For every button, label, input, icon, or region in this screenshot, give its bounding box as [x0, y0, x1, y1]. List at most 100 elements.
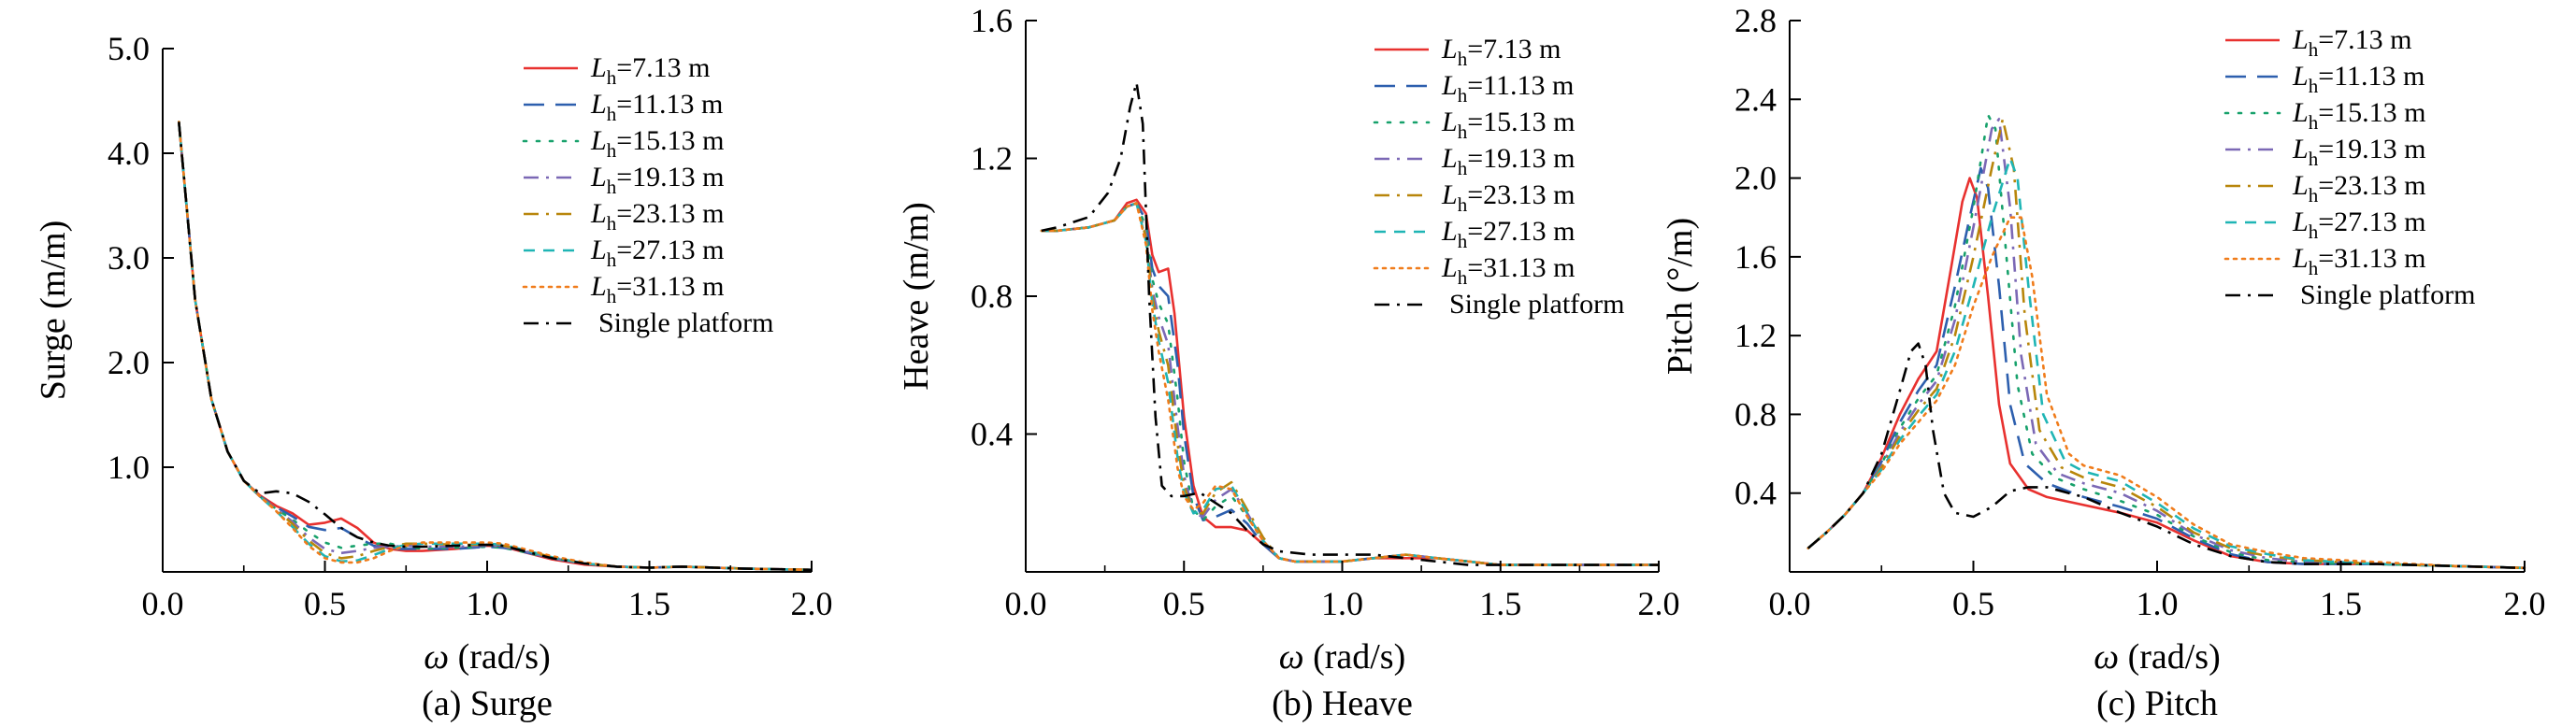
x-axis-symbol: ω [424, 637, 449, 677]
series-line-7 [1806, 216, 2526, 570]
legend-value: =23.13 m [616, 198, 724, 229]
x-axis-unit: (rad/s) [1304, 637, 1406, 677]
legend-label: Lh=11.13 m [1441, 70, 1574, 107]
legend-value: =19.13 m [616, 162, 724, 192]
legend-value: =15.13 m [2318, 97, 2425, 128]
x-tick-label: 0.5 [1952, 585, 1994, 622]
legend-symbol: L [590, 89, 607, 120]
legend-symbol: L [1441, 107, 1458, 137]
legend-subscript: h [607, 139, 617, 162]
legend-subscript: h [1458, 157, 1468, 179]
y-tick-label: 4.0 [108, 135, 150, 172]
legend-value: Single platform [2300, 279, 2475, 310]
legend-value: Single platform [1449, 289, 1624, 320]
legend-value: =31.13 m [1467, 252, 1575, 283]
y-axis-title: Heave (m/m) [897, 202, 936, 391]
legend-subscript: h [607, 66, 617, 89]
legend-symbol: L [1441, 252, 1458, 283]
x-tick-label: 1.0 [2137, 585, 2179, 622]
panel-caption: (b) Heave [1272, 684, 1413, 723]
legend-label: Single platform [598, 307, 773, 338]
legend-subscript: h [2309, 75, 2319, 97]
legend-value: =23.13 m [1467, 179, 1575, 210]
series-line-7 [1040, 202, 1661, 566]
legend-label: Lh=7.13 m [2292, 24, 2411, 61]
y-tick-label: 2.8 [1734, 2, 1777, 39]
y-tick-label: 1.2 [1734, 317, 1777, 354]
legend-value: =15.13 m [616, 125, 724, 156]
legend-value: =15.13 m [1467, 107, 1575, 137]
legend-symbol: L [590, 52, 607, 83]
legend-value: =31.13 m [2318, 243, 2425, 274]
legend-value: =27.13 m [2318, 207, 2425, 237]
series-line-6 [1806, 157, 2526, 570]
legend-label: Lh=11.13 m [2292, 61, 2425, 97]
panel-caption: (c) Pitch [2096, 684, 2218, 723]
legend-subscript: h [607, 249, 617, 271]
legend-label: Lh=31.13 m [2292, 243, 2425, 279]
legend-subscript: h [2309, 148, 2319, 170]
legend-label: Lh=27.13 m [590, 235, 724, 271]
legend: Lh=7.13 mLh=11.13 mLh=15.13 mLh=19.13 mL… [2223, 24, 2475, 310]
legend-label: Lh=19.13 m [590, 162, 724, 198]
legend-symbol: L [1441, 179, 1458, 210]
legend-symbol: L [2292, 243, 2309, 274]
x-tick-label: 1.0 [1321, 585, 1363, 622]
legend: Lh=7.13 mLh=11.13 mLh=15.13 mLh=19.13 mL… [522, 52, 773, 338]
legend: Lh=7.13 mLh=11.13 mLh=15.13 mLh=19.13 mL… [1373, 34, 1624, 320]
x-axis-unit: (rad/s) [449, 637, 551, 677]
x-tick-label: 0.0 [1769, 585, 1811, 622]
legend-subscript: h [607, 103, 617, 125]
y-tick-label: 3.0 [108, 239, 150, 277]
legend-subscript: h [2309, 221, 2319, 243]
legend-label: Lh=27.13 m [2292, 207, 2425, 243]
series-line-8 [1041, 81, 1659, 566]
legend-symbol: L [590, 162, 607, 192]
legend-label: Lh=15.13 m [590, 125, 724, 162]
legend-value: =11.13 m [1467, 70, 1574, 101]
legend-value: =7.13 m [2318, 24, 2411, 55]
x-axis-symbol: ω [2094, 637, 2119, 677]
legend-value: =19.13 m [1467, 143, 1575, 174]
x-tick-label: 1.5 [628, 585, 670, 622]
y-tick-label: 5.0 [108, 30, 150, 67]
series-line-4 [1806, 118, 2526, 570]
legend-symbol: L [1441, 70, 1458, 101]
legend-subscript: h [2309, 184, 2319, 207]
series-line-8 [1806, 342, 2526, 570]
legend-symbol: L [2292, 207, 2309, 237]
legend-value: =27.13 m [616, 235, 724, 265]
legend-symbol: L [2292, 170, 2309, 201]
y-tick-label: 0.8 [971, 278, 1013, 315]
legend-value: =23.13 m [2318, 170, 2425, 201]
legend-symbol: L [2292, 24, 2309, 55]
y-tick-label: 0.4 [1734, 475, 1777, 512]
y-tick-label: 1.2 [971, 140, 1013, 178]
legend-subscript: h [1458, 230, 1468, 252]
x-tick-label: 0.5 [1163, 585, 1205, 622]
y-axis-title: Surge (m/m) [34, 221, 73, 400]
legend-value: =7.13 m [1467, 34, 1561, 64]
series-line-3 [1806, 113, 2526, 570]
x-tick-label: 0.5 [304, 585, 346, 622]
y-tick-label: 1.6 [1734, 238, 1777, 276]
legend-value: =31.13 m [616, 271, 724, 302]
legend-label: Lh=27.13 m [1441, 216, 1575, 252]
legend-subscript: h [2309, 257, 2319, 279]
y-tick-label: 2.4 [1734, 80, 1777, 118]
legend-symbol: L [2292, 134, 2309, 164]
x-tick-label: 0.0 [142, 585, 184, 622]
x-axis-unit: (rad/s) [2119, 637, 2221, 677]
y-tick-label: 2.0 [108, 344, 150, 381]
legend-subscript: h [1458, 121, 1468, 143]
x-axis-title: ω (rad/s) [2094, 637, 2221, 677]
x-axis-title: ω (rad/s) [424, 637, 551, 677]
legend-subscript: h [607, 212, 617, 235]
y-tick-label: 0.4 [971, 416, 1013, 453]
legend-symbol: L [590, 125, 607, 156]
panel-caption: (a) Surge [422, 684, 553, 723]
x-tick-label: 1.0 [467, 585, 509, 622]
legend-subscript: h [1458, 193, 1468, 216]
legend-symbol: L [2292, 97, 2309, 128]
legend-subscript: h [2309, 111, 2319, 134]
